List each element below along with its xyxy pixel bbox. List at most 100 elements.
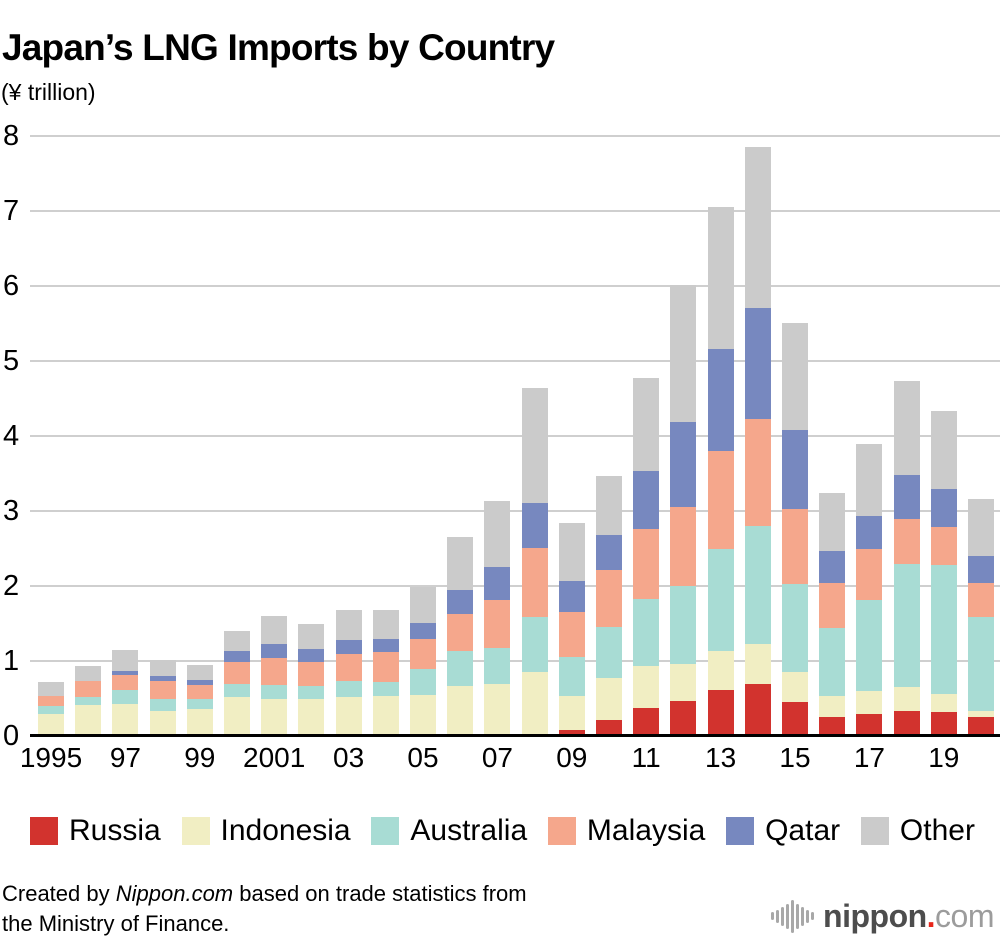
- segment-australia-1996: [75, 697, 102, 706]
- segment-malaysia-2002: [298, 661, 325, 686]
- legend: Russia Indonesia Australia Malaysia Qatar Oth…: [30, 814, 975, 848]
- segment-russia-2018: [893, 710, 920, 736]
- segment-qatar-2002: [298, 649, 325, 662]
- segment-australia-1995: [38, 706, 64, 715]
- segment-australia-2007: [484, 647, 511, 684]
- segment-indonesia-2003: [335, 697, 362, 736]
- y-gridline-1: [30, 660, 1000, 662]
- legend-label-qatar: Qatar: [765, 814, 841, 847]
- segment-australia-1998: [149, 698, 176, 711]
- y-gridline-2: [30, 585, 1000, 587]
- segment-other-2019: [930, 410, 957, 490]
- segment-malaysia-2001: [261, 658, 288, 685]
- segment-malaysia-2014: [744, 418, 771, 526]
- segment-malaysia-2013: [707, 451, 734, 550]
- segment-indonesia-2011: [633, 666, 660, 709]
- logo-tld: com: [935, 897, 994, 934]
- segment-malaysia-2006: [447, 613, 474, 651]
- bar-2019: [930, 410, 957, 736]
- bar-2000: [224, 631, 250, 736]
- segment-australia-1999: [186, 698, 213, 709]
- segment-qatar-2015: [782, 430, 808, 509]
- bar-2005: [410, 586, 436, 736]
- segment-qatar-2007: [484, 567, 511, 601]
- segment-indonesia-2013: [707, 650, 734, 690]
- segment-australia-2019: [930, 565, 957, 694]
- segment-australia-2008: [521, 616, 548, 672]
- segment-other-2012: [670, 285, 697, 422]
- source-note-suffix: based on trade statistics from: [233, 881, 527, 906]
- segment-qatar-1998: [149, 676, 176, 681]
- bar-2008: [521, 388, 548, 736]
- legend-item-australia: Australia: [371, 814, 527, 848]
- segment-indonesia-2007: [484, 683, 511, 736]
- y-gridline-8: [30, 135, 1000, 137]
- segment-other-2020: [968, 499, 994, 556]
- segment-malaysia-1995: [38, 695, 64, 706]
- segment-qatar-2004: [372, 638, 399, 652]
- bar-1998: [149, 659, 176, 736]
- bar-1996: [75, 665, 102, 736]
- y-gridline-3: [30, 510, 1000, 512]
- segment-australia-2013: [707, 549, 734, 651]
- segment-russia-2011: [633, 708, 660, 736]
- segment-qatar-2016: [819, 550, 846, 583]
- legend-label-other: Other: [899, 814, 975, 847]
- legend-item-malaysia: Malaysia: [547, 814, 705, 848]
- bar-2014: [744, 147, 771, 736]
- segment-australia-2012: [670, 586, 697, 664]
- segment-malaysia-2008: [521, 547, 548, 617]
- segment-qatar-2020: [968, 556, 994, 583]
- bar-2009: [558, 523, 585, 736]
- source-note-brand: Nippon.com: [115, 881, 234, 906]
- segment-other-2014: [744, 147, 771, 308]
- legend-swatch-malaysia: [547, 817, 576, 845]
- segment-qatar-2010: [596, 535, 622, 570]
- x-axis-label-11: 11: [631, 742, 661, 773]
- legend-swatch-australia: [371, 817, 400, 845]
- segment-qatar-1997: [112, 670, 139, 676]
- bar-2016: [819, 493, 846, 736]
- x-axis-label-09: 09: [556, 742, 588, 773]
- legend-swatch-qatar: [726, 817, 755, 845]
- segment-other-1995: [38, 682, 64, 696]
- segment-australia-2018: [893, 564, 920, 688]
- segment-indonesia-1999: [186, 709, 213, 736]
- bars-layer: [38, 136, 994, 736]
- legend-swatch-indonesia: [181, 817, 210, 845]
- segment-malaysia-2015: [782, 508, 808, 584]
- logo-name: nippon: [823, 897, 927, 934]
- x-axis-label-03: 03: [333, 742, 365, 773]
- segment-malaysia-2012: [670, 506, 697, 586]
- bar-2013: [707, 206, 734, 736]
- segment-indonesia-1995: [38, 714, 64, 736]
- bar-2020: [968, 499, 994, 736]
- segment-malaysia-2000: [224, 661, 250, 685]
- bar-2017: [856, 443, 883, 736]
- segment-indonesia-2018: [893, 687, 920, 711]
- x-axis-label-99: 99: [184, 742, 216, 773]
- source-note-prefix: Created by: [2, 881, 116, 906]
- segment-malaysia-2004: [372, 652, 399, 682]
- segment-indonesia-2008: [521, 671, 548, 736]
- segment-other-2001: [261, 616, 288, 644]
- segment-australia-2004: [372, 682, 399, 697]
- segment-other-2008: [521, 388, 548, 503]
- segment-indonesia-2020: [968, 710, 994, 718]
- segment-indonesia-2016: [819, 695, 846, 717]
- legend-label-australia: Australia: [410, 814, 528, 847]
- bar-1999: [186, 664, 213, 736]
- segment-indonesia-2017: [856, 691, 883, 714]
- y-axis-label-3: 3: [3, 495, 20, 527]
- segment-qatar-2003: [335, 640, 362, 654]
- y-axis-label-8: 8: [3, 120, 20, 152]
- segment-qatar-2009: [558, 580, 585, 612]
- segment-australia-2002: [298, 685, 325, 700]
- segment-australia-2009: [558, 657, 585, 697]
- segment-other-2004: [372, 610, 399, 639]
- legend-label-indonesia: Indonesia: [220, 814, 351, 847]
- segment-qatar-2000: [224, 651, 250, 662]
- bar-1995: [38, 682, 64, 736]
- x-axis-label-07: 07: [481, 742, 513, 773]
- segment-qatar-2008: [521, 502, 548, 548]
